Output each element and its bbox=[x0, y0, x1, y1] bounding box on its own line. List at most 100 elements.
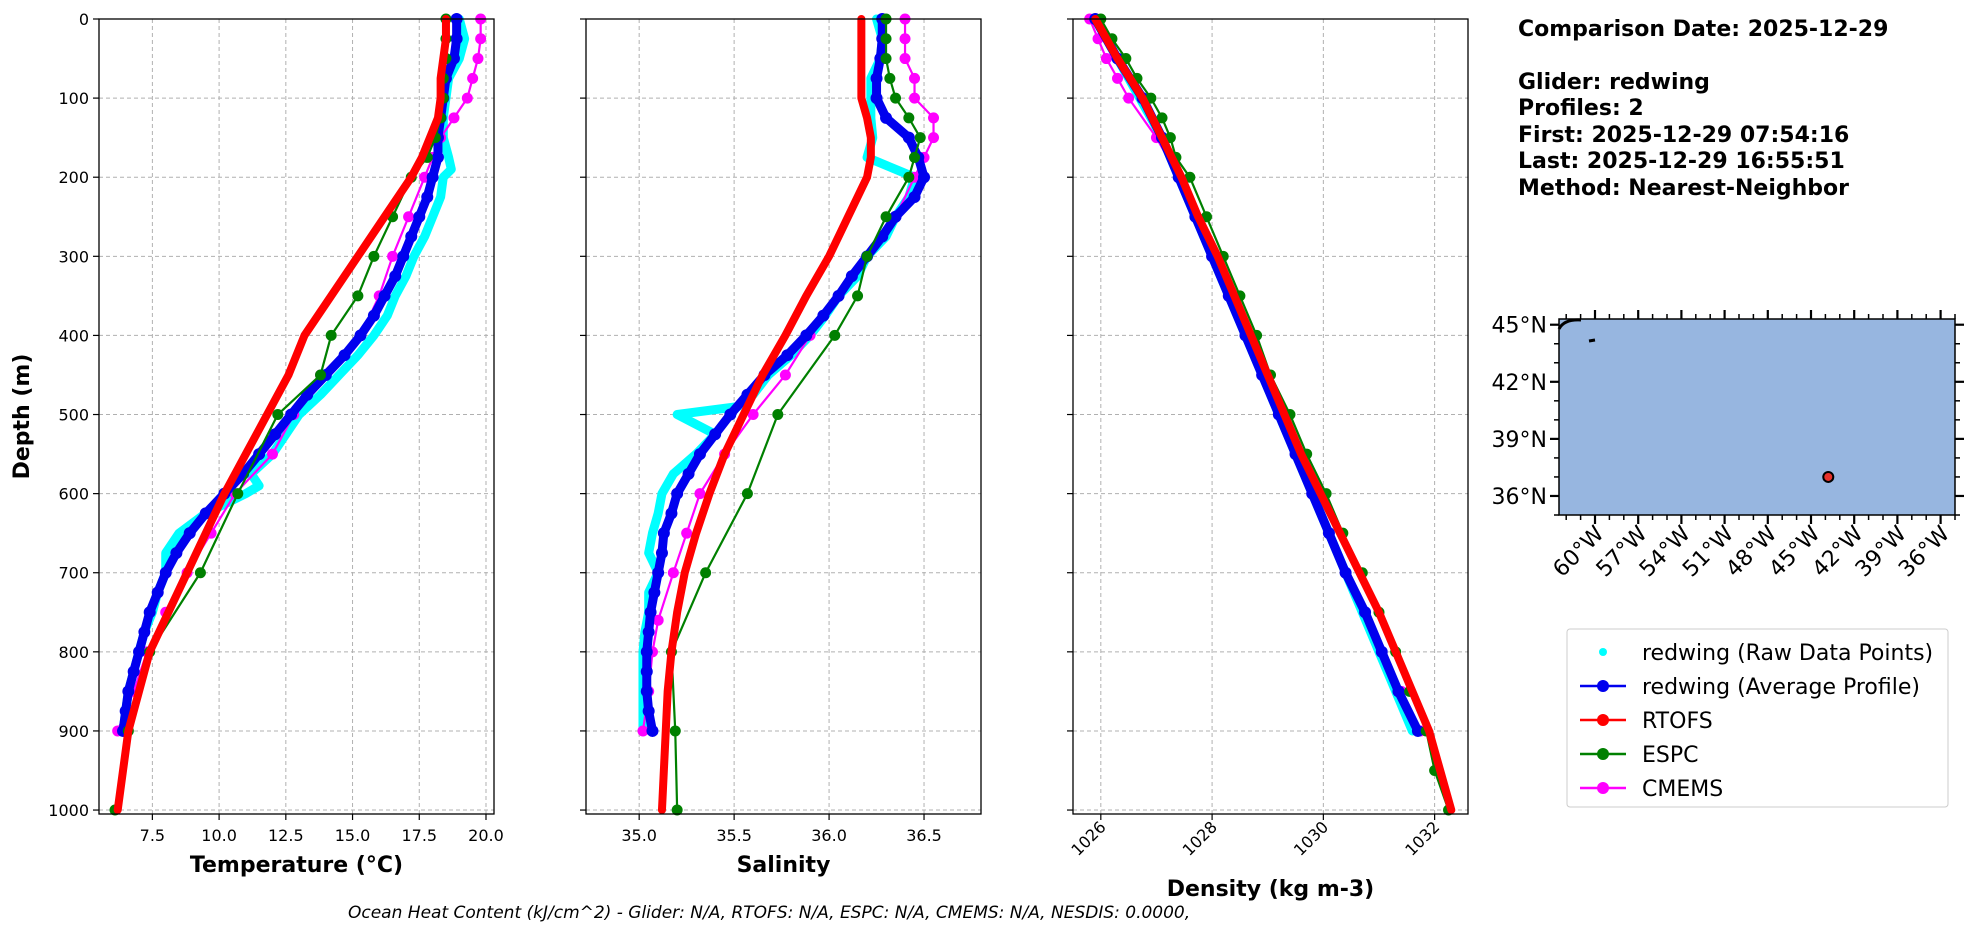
data-point-avg bbox=[832, 289, 845, 302]
data-point-espc bbox=[914, 132, 926, 144]
data-point-avg bbox=[845, 270, 858, 283]
legend-label: RTOFS bbox=[1642, 709, 1713, 734]
data-point-avg bbox=[1411, 724, 1424, 737]
data-point-espc bbox=[700, 567, 712, 579]
salinity-panel: 35.0 35.5 36.0 36.5 Salinity bbox=[580, 13, 982, 878]
series-cmems bbox=[112, 13, 487, 737]
series-rtofs bbox=[1091, 15, 1456, 815]
data-point-avg bbox=[127, 665, 140, 678]
data-point-espc bbox=[909, 151, 921, 163]
data-point-raw bbox=[437, 193, 444, 200]
data-point-avg bbox=[870, 92, 883, 105]
data-point-cmems bbox=[928, 132, 940, 144]
data-point-espc bbox=[671, 804, 683, 816]
data-point-avg bbox=[657, 527, 670, 540]
data-point-espc bbox=[903, 171, 915, 183]
y-tick-label: 200 bbox=[58, 168, 89, 187]
series-line-rtofs bbox=[657, 15, 875, 815]
temperature-panel: 7.5 10.0 12.5 15.0 17.5 20.0 0 100 200 300 400 500… bbox=[10, 10, 504, 878]
density-axes-frame bbox=[1072, 18, 1469, 815]
glider-location-marker bbox=[1822, 470, 1835, 483]
data-point-avg bbox=[450, 32, 463, 45]
y-tick-label: 600 bbox=[58, 485, 89, 504]
legend-swatch-marker bbox=[1597, 680, 1609, 692]
x-tick-label: 1030 bbox=[1290, 817, 1332, 859]
data-point-raw bbox=[655, 510, 662, 517]
density-x-ticks: 1026 1028 1030 1032 bbox=[1067, 814, 1443, 860]
map-coastline bbox=[1557, 318, 1596, 343]
data-point-raw bbox=[461, 35, 468, 42]
data-point-raw bbox=[162, 549, 169, 556]
data-point-avg bbox=[902, 131, 915, 144]
data-point-avg bbox=[1359, 606, 1372, 619]
map-lat-label: 45°N bbox=[1492, 314, 1547, 339]
data-point-avg bbox=[269, 428, 282, 441]
data-point-espc bbox=[829, 329, 841, 341]
data-point-avg bbox=[413, 210, 426, 223]
data-point-avg bbox=[724, 408, 737, 421]
legend-label: redwing (Average Profile) bbox=[1642, 675, 1920, 700]
data-point-avg bbox=[640, 645, 653, 658]
info-block: Comparison Date: 2025-12-29 Glider: redw… bbox=[1518, 17, 1888, 201]
map-ocean bbox=[1559, 319, 1955, 515]
data-point-espc bbox=[880, 33, 892, 45]
salinity-x-ticks: 35.0 35.5 36.0 36.5 bbox=[621, 814, 942, 845]
data-point-avg bbox=[671, 487, 684, 500]
data-point-avg bbox=[880, 111, 893, 124]
map-lat-label: 42°N bbox=[1492, 371, 1547, 396]
data-point-espc bbox=[368, 250, 380, 262]
data-point-avg bbox=[183, 527, 196, 540]
data-point-raw bbox=[242, 490, 249, 497]
data-point-raw bbox=[370, 332, 377, 339]
density-panel: 1026 1028 1030 1032 Density (kg m-3) bbox=[1067, 13, 1469, 902]
data-point-avg bbox=[800, 329, 813, 342]
data-point-cmems bbox=[779, 369, 791, 381]
data-point-cmems bbox=[899, 33, 911, 45]
map-lat-label: 39°N bbox=[1492, 428, 1547, 453]
data-point-raw bbox=[421, 233, 428, 240]
salinity-series bbox=[637, 13, 940, 816]
data-point-cmems bbox=[1100, 53, 1112, 65]
legend-box bbox=[1566, 628, 1949, 808]
data-point-avg bbox=[648, 586, 661, 599]
data-point-avg bbox=[870, 72, 883, 85]
salinity-axes-frame bbox=[585, 18, 982, 815]
series-band-raw bbox=[118, 14, 470, 736]
data-point-cmems bbox=[652, 614, 664, 626]
data-point-cmems bbox=[928, 112, 940, 124]
data-point-avg bbox=[301, 388, 314, 401]
salinity-axis-title: Salinity bbox=[737, 853, 831, 878]
x-tick-label: 12.5 bbox=[268, 826, 304, 845]
x-tick-label: 35.0 bbox=[621, 826, 657, 845]
y-tick-label: 0 bbox=[79, 10, 89, 29]
data-point-cmems bbox=[681, 527, 693, 539]
data-point-cmems bbox=[472, 53, 484, 65]
data-point-avg bbox=[170, 546, 183, 559]
data-point-espc bbox=[880, 211, 892, 223]
data-point-espc bbox=[880, 53, 892, 65]
data-point-espc bbox=[194, 567, 206, 579]
y-tick-label: 400 bbox=[58, 326, 89, 345]
data-point-cmems bbox=[909, 72, 921, 84]
data-point-cmems bbox=[475, 33, 487, 45]
y-tick-label: 500 bbox=[58, 406, 89, 425]
legend: redwing (Raw Data Points) redwing (Averag… bbox=[1566, 628, 1949, 808]
map-longitude-labels: 60°W57°W54°W51°W48°W45°W42°W39°W36°W bbox=[1549, 521, 1955, 582]
data-point-avg bbox=[665, 507, 678, 520]
data-point-avg bbox=[1392, 685, 1405, 698]
data-point-avg bbox=[285, 408, 298, 421]
data-point-avg bbox=[646, 724, 659, 737]
data-point-avg bbox=[1339, 566, 1352, 579]
data-point-avg bbox=[682, 467, 695, 480]
legend-entry: redwing (Raw Data Points) bbox=[1599, 641, 1933, 666]
legend-entry: CMEMS bbox=[1580, 777, 1723, 802]
data-point-avg bbox=[426, 171, 439, 184]
data-point-raw bbox=[429, 213, 436, 220]
y-tick-label: 300 bbox=[58, 247, 89, 266]
data-point-espc bbox=[852, 290, 864, 302]
data-point-raw bbox=[392, 292, 399, 299]
data-point-avg bbox=[159, 566, 172, 579]
data-point-avg bbox=[138, 626, 151, 639]
data-point-cmems bbox=[637, 725, 649, 737]
